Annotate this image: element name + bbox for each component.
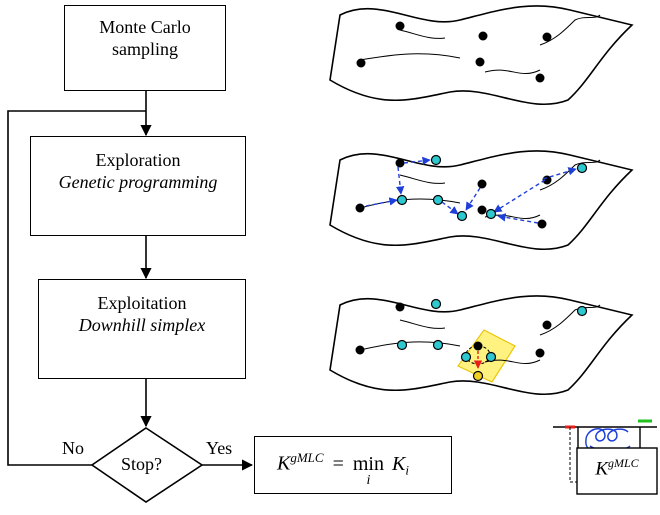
landscape-exploitation [329,295,634,395]
monte-carlo-box: Monte Carlo sampling [64,5,226,91]
contour-line [484,69,541,74]
black-dot [395,158,405,168]
black-dot [475,57,485,67]
black-dot [477,205,487,215]
black-dot [355,203,365,213]
contour-line [359,53,461,61]
blue-dashed-arrow [542,167,577,180]
k-i-subscript: i [405,462,409,478]
cyan-dot [430,298,442,310]
black-dot [356,58,366,68]
black-dot [395,21,405,31]
blue-dashed-arrow [441,201,459,215]
contour-line [399,174,446,184]
cyan-dot [432,194,444,206]
blue-dashed-arrow [493,179,546,213]
result-box: KgMLC = min i Ki [254,436,452,494]
blue-dashed-arrow [465,187,481,211]
k-superscript: gMLC [290,450,324,465]
landscape-sheet [329,150,634,250]
no-label: No [62,438,84,458]
cyan-dot [485,351,497,363]
black-dot [355,345,365,355]
cyan-dot [576,305,588,317]
black-dot [395,302,405,312]
blue-dashed-arrow [365,197,398,207]
contour-line [539,304,601,336]
landscape-sampling [329,5,634,105]
min-subscript: i [366,472,371,488]
landscape-sheet [329,5,634,105]
min-operator: min i [352,452,384,488]
exploration-subtitle: Genetic programming [58,172,218,192]
controller-superscript: gMLC [608,456,639,470]
decision-diamond [90,427,204,503]
controller-k: K [595,458,608,480]
cyan-dot [396,339,408,351]
yes-label: Yes [206,438,233,458]
black-dot [477,179,487,189]
plant-diagram [553,419,658,495]
contour-line [399,29,446,39]
cyan-dot [460,351,472,363]
black-dot [535,73,545,83]
contour-line [399,319,446,329]
exploitation-title: Exploitation [97,293,187,313]
k-symbol: K [277,452,291,475]
contour-line [539,159,601,191]
yellow-dot [472,370,484,382]
exploration-title: Exploration [95,150,181,170]
exploitation-subtitle: Downhill simplex [78,315,206,335]
cyan-dot [485,208,497,220]
black-dot [478,31,488,41]
black-dot [473,341,483,351]
loop-back-line [7,110,146,466]
contour-line [539,14,601,46]
feedback-line [569,427,578,483]
cyan-dot [430,154,442,166]
exploration-box: Exploration Genetic programming [30,136,246,236]
cyan-dot [456,210,468,222]
equals-sign: = [332,452,344,475]
decision-label: Stop? [121,454,163,474]
result-formula: KgMLC = min i Ki [277,450,409,488]
monte-carlo-line2: sampling [112,39,178,59]
monte-carlo-line1: Monte Carlo [99,17,191,37]
min-text: min [352,452,384,475]
cyan-dot [576,162,588,174]
landscape-exploration [329,150,634,250]
cyan-dot [432,339,444,351]
blue-dashed-arrow [403,156,431,166]
k-i-symbol: K [391,452,406,475]
black-dot [535,348,545,358]
exploitation-box: Exploitation Downhill simplex [38,279,246,379]
blue-dashed-arrow [395,166,405,195]
black-dot [537,219,547,229]
cyan-dot [396,194,408,206]
controller-label: KgMLC [577,456,657,480]
black-dot [542,320,552,330]
controller-box [576,447,658,495]
black-dot [542,32,552,42]
